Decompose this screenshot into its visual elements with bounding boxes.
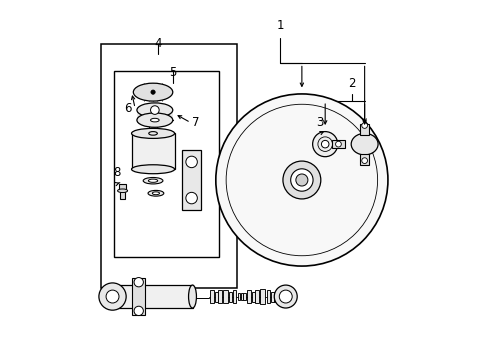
Bar [246,290,250,303]
Circle shape [185,192,197,204]
Circle shape [150,106,159,114]
Bar [182,150,201,210]
Circle shape [134,306,143,316]
Ellipse shape [350,134,377,155]
Bar [229,292,232,302]
Circle shape [361,123,367,129]
Text: 7: 7 [192,116,200,129]
Ellipse shape [137,113,172,127]
Bar [232,290,236,303]
Circle shape [283,161,320,199]
Text: 5: 5 [169,66,176,79]
Circle shape [321,140,328,148]
Bar [260,289,264,304]
Text: 6: 6 [124,102,131,115]
Bar [360,125,368,135]
Ellipse shape [148,190,163,196]
Text: 2: 2 [347,77,355,90]
Circle shape [134,278,143,287]
Circle shape [335,141,341,147]
Bar [132,278,145,315]
Bar [274,292,276,302]
Circle shape [274,285,297,308]
Circle shape [290,169,312,191]
Circle shape [99,283,126,310]
Circle shape [215,94,387,266]
Circle shape [295,174,307,186]
Ellipse shape [148,179,158,182]
Ellipse shape [117,189,127,193]
Bar [120,191,124,199]
Bar [271,292,273,302]
Circle shape [361,158,367,163]
Polygon shape [245,227,268,240]
Ellipse shape [131,165,174,174]
Circle shape [185,156,197,168]
Bar [113,71,219,257]
Bar [137,110,172,120]
Bar [360,154,368,165]
Bar [277,293,279,301]
Bar [251,292,254,302]
Circle shape [312,132,337,157]
Ellipse shape [131,129,174,138]
Bar [215,292,217,302]
Bar [218,290,222,303]
Bar [210,290,214,303]
Ellipse shape [152,192,159,195]
Text: 1: 1 [276,19,284,32]
Bar [266,290,270,303]
Ellipse shape [150,118,159,122]
Ellipse shape [137,103,172,117]
Circle shape [151,90,155,94]
Ellipse shape [113,285,121,308]
Bar [223,290,228,303]
Bar [131,134,174,169]
Bar [241,293,243,301]
Circle shape [279,290,292,303]
Text: 3: 3 [315,116,323,129]
Bar [117,285,192,308]
Text: 8: 8 [113,166,121,179]
Bar [238,293,240,301]
Bar [332,140,344,148]
Ellipse shape [148,132,157,135]
Bar [243,293,245,301]
Bar [119,184,126,191]
Bar [101,44,237,288]
Ellipse shape [188,285,196,308]
Text: 4: 4 [154,37,162,50]
Circle shape [106,290,119,303]
Bar [255,290,258,303]
Ellipse shape [143,177,163,184]
Ellipse shape [133,83,172,101]
